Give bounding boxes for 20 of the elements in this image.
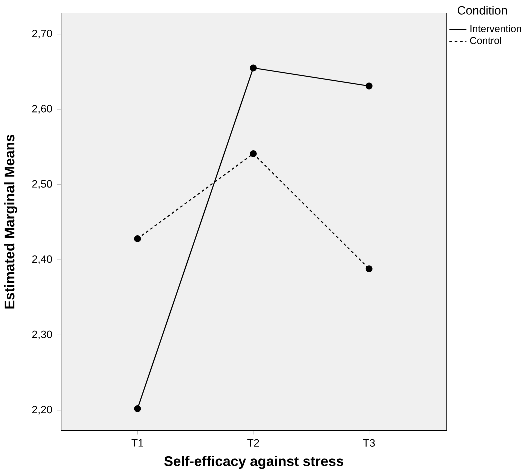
legend-title: Condition bbox=[458, 6, 508, 16]
x-tick-label: T1 bbox=[132, 440, 144, 447]
point bbox=[134, 236, 142, 243]
point bbox=[366, 82, 373, 90]
point bbox=[250, 150, 257, 158]
point bbox=[134, 406, 142, 413]
y-tick-label: 2,20 bbox=[32, 406, 52, 416]
y-axis-title: Estimated Marginal Means bbox=[4, 135, 18, 309]
y-tick-label: 2,50 bbox=[32, 180, 52, 190]
y-tick-label: 2,40 bbox=[32, 256, 52, 265]
x-tick-label: T3 bbox=[363, 440, 376, 448]
x-axis-title: Self-efficacy against stress bbox=[164, 456, 344, 470]
y-tick-label: 2,30 bbox=[32, 331, 52, 340]
y-tick-label: 2,70 bbox=[32, 30, 52, 39]
point bbox=[366, 266, 373, 273]
y-tick-label: 2,60 bbox=[32, 105, 52, 114]
point bbox=[250, 64, 257, 72]
legend-label: Intervention bbox=[470, 25, 522, 33]
x-tick-label: T2 bbox=[248, 440, 260, 448]
legend-label: Control bbox=[470, 37, 502, 45]
